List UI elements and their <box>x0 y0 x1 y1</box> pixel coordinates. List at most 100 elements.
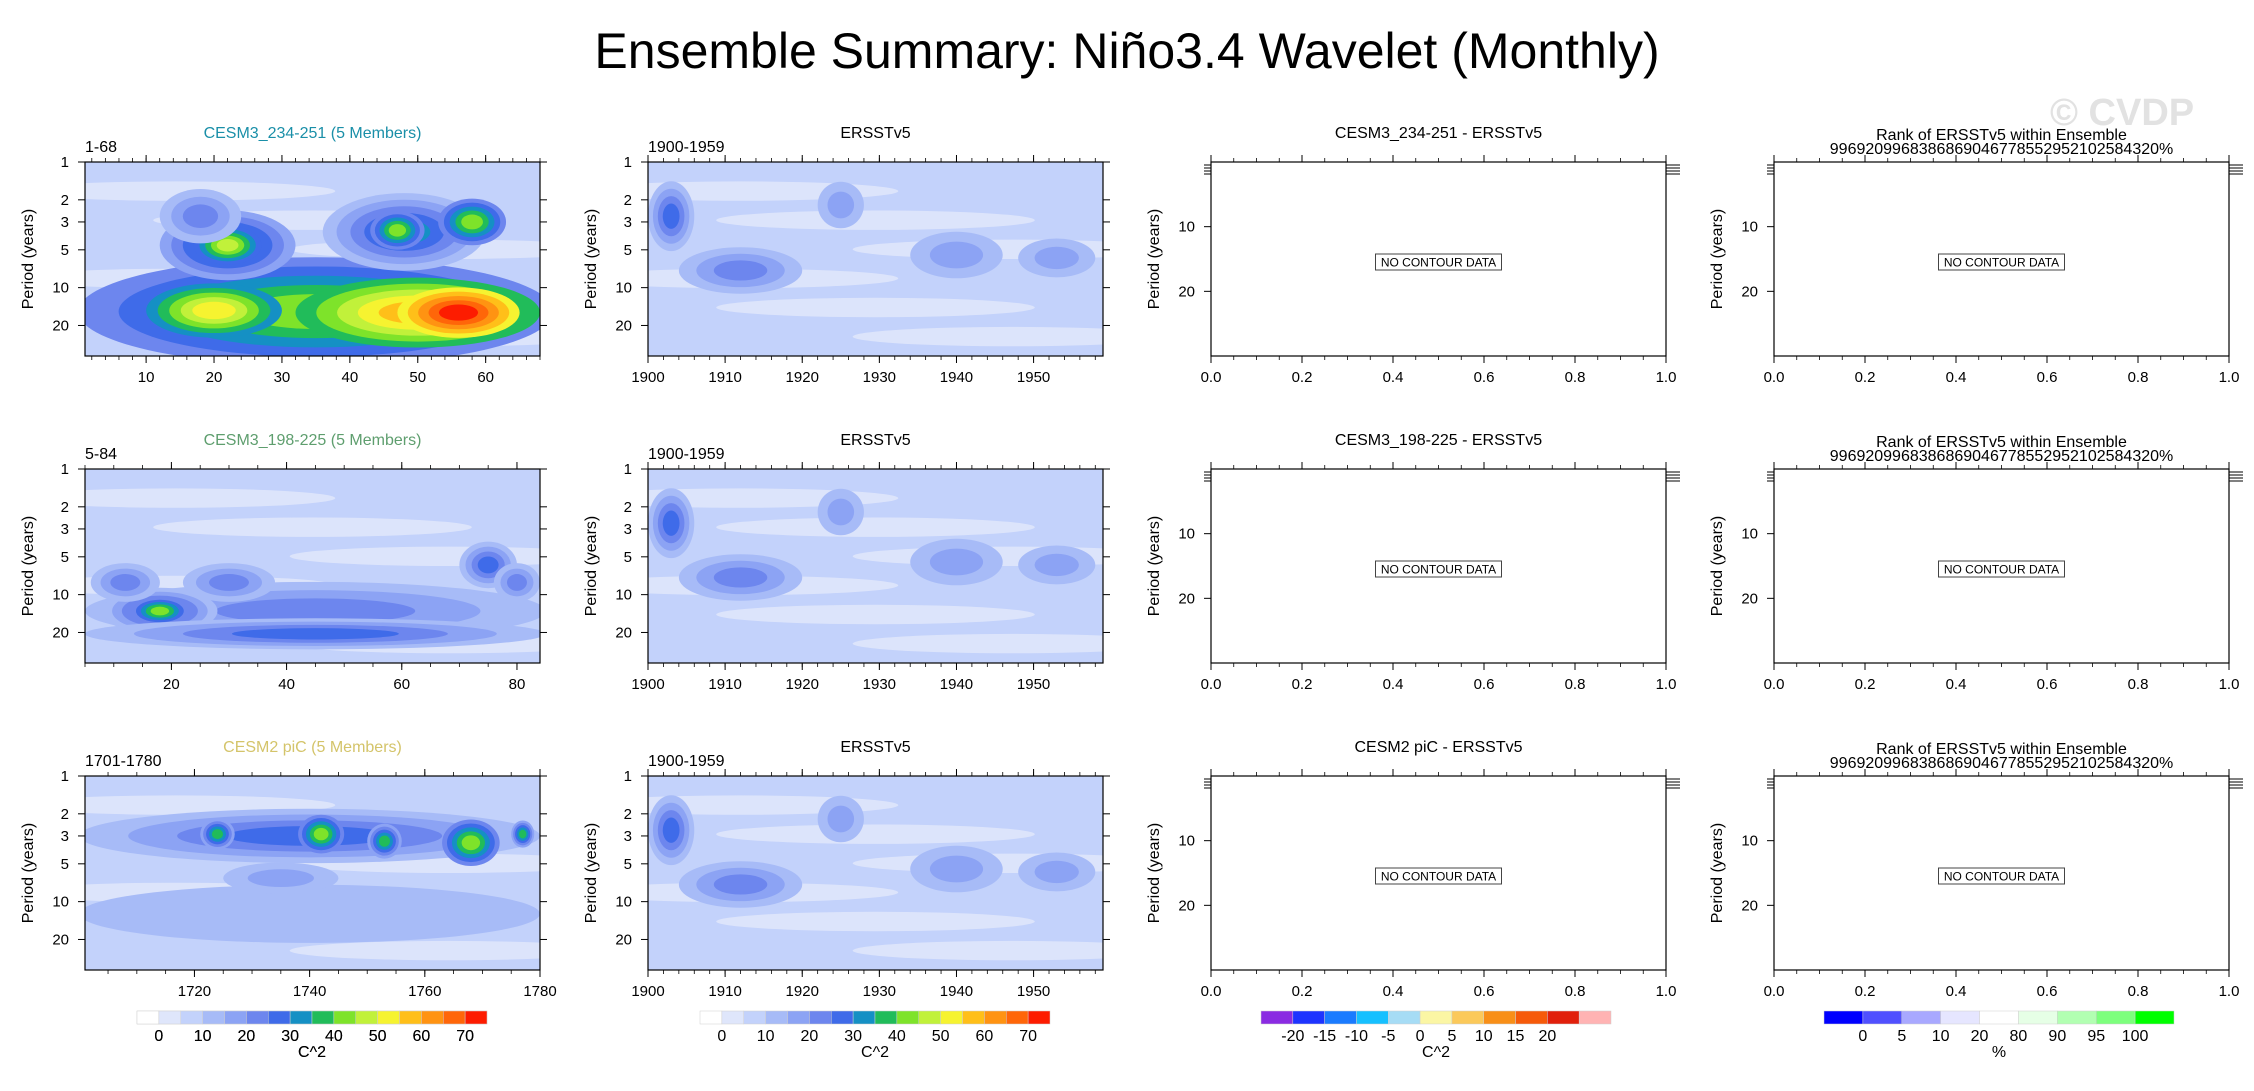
y-axis-label: Period (years) <box>1709 209 1726 309</box>
panel-title: CESM3_234-251 (5 Members) <box>204 125 422 142</box>
colorbar: 0 10 20 30 40 50 60 70 C^2 <box>699 1010 1051 1061</box>
x-tick-label: 1910 <box>708 983 741 1000</box>
x-tick-label: 1920 <box>786 676 819 693</box>
no-data-box <box>1938 253 2065 271</box>
x-tick-label: 0.6 <box>2037 369 2058 386</box>
wavelet-contour <box>209 574 249 591</box>
y-tick-label: 5 <box>61 549 69 566</box>
x-tick-label: 60 <box>477 369 494 386</box>
period-label: 1900-1959 <box>648 753 725 770</box>
wavelet-field <box>85 795 540 961</box>
y-tick-label: 1 <box>624 768 632 785</box>
no-data-label: NO CONTOUR DATA <box>1944 870 2059 884</box>
wavelet-band <box>852 546 1103 566</box>
colorbar-swatch <box>158 1010 181 1025</box>
x-tick-label: 0.8 <box>1565 676 1586 693</box>
wavelet-contour <box>929 548 984 576</box>
y-tick-label: 10 <box>52 587 69 604</box>
x-tick-label: 0.0 <box>1201 676 1222 693</box>
y-tick-label: 20 <box>52 317 69 334</box>
colorbar-swatch <box>874 1010 898 1025</box>
panel-3-1: 1720 1740 1760 1780 1 2 3 5 10 20 Period (years) 17… <box>20 739 557 1061</box>
x-tick-label: 1930 <box>863 983 896 1000</box>
panel-subtitle: 99692099683868690467785529521025843​20% <box>1830 141 2173 158</box>
colorbar-label: 20 <box>800 1028 818 1045</box>
colorbar-swatch <box>1006 1010 1029 1025</box>
panel-3-2: 1900 1910 1920 1930 1940 1950 1 2 3 5 10 20 Period (… <box>583 739 1110 1061</box>
colorbar-swatch <box>852 1010 876 1025</box>
colorbar-label: 30 <box>281 1028 299 1045</box>
colorbar-units: C^2 <box>298 1044 326 1061</box>
colorbar-swatch <box>1324 1010 1357 1025</box>
colorbar-swatch <box>809 1010 832 1025</box>
colorbar-swatch <box>1388 1010 1421 1025</box>
wavelet-band <box>716 297 1035 318</box>
wavelet-contour <box>827 498 855 526</box>
x-tick-label: 1950 <box>1017 369 1050 386</box>
wavelet-contour <box>388 224 407 237</box>
x-tick-label: 0.8 <box>1565 983 1586 1000</box>
y-axis-label: Period (years) <box>1146 516 1163 616</box>
colorbar-label: -5 <box>1381 1028 1395 1045</box>
plot-frame <box>84 468 541 664</box>
colorbar-swatch <box>1027 1010 1051 1025</box>
panel-2-2: 1900 1910 1920 1930 1940 1950 1 2 3 5 10 20 Period (… <box>583 432 1110 693</box>
y-axis-label: Period (years) <box>583 516 600 616</box>
y-tick-label: 2 <box>61 499 69 516</box>
no-data-box <box>1375 253 1502 271</box>
y-tick-label: 20 <box>615 624 632 641</box>
colorbar: 0 10 20 30 40 50 60 70 C^2 <box>136 1010 488 1061</box>
plot-frame <box>84 775 541 971</box>
colorbar-label: 10 <box>194 1028 212 1045</box>
x-tick-label: 1.0 <box>2219 983 2240 1000</box>
y-tick-label: 20 <box>52 931 69 948</box>
wavelet-contour <box>85 884 540 943</box>
colorbar-swatch <box>765 1010 788 1025</box>
x-tick-label: 40 <box>278 676 295 693</box>
colorbar-swatch <box>399 1010 422 1025</box>
x-tick-label: 1.0 <box>2219 369 2240 386</box>
colorbar-swatch <box>246 1010 269 1025</box>
y-tick-label: 5 <box>61 242 69 259</box>
y-tick-label: 10 <box>1178 219 1195 236</box>
y-tick-label: 1 <box>624 154 632 171</box>
y-axis-label: Period (years) <box>1146 823 1163 923</box>
x-tick-label: 20 <box>163 676 180 693</box>
x-tick-label: 1.0 <box>1656 676 1677 693</box>
x-tick-label: 0.0 <box>1764 983 1785 1000</box>
panel-title: CESM3_234-251 - ERSSTv5 <box>1335 125 1542 142</box>
panel-2-1: 20 40 60 80 1 2 3 5 10 20 Period (years) 5-84 CESM3_… <box>20 432 547 693</box>
colorbar-swatch <box>1419 1010 1453 1025</box>
wavelet-contour <box>929 241 984 269</box>
wavelet-contour <box>929 855 984 883</box>
wavelet-band <box>852 239 1103 259</box>
y-tick-label: 1 <box>61 461 69 478</box>
y-tick-label: 10 <box>1741 833 1758 850</box>
wavelet-contour <box>211 829 223 840</box>
wavelet-contour <box>313 827 329 841</box>
no-data-label: NO CONTOUR DATA <box>1381 870 1496 884</box>
panel-1-4: NO CONTOUR DATA 0.0 0.2 0.4 0.6 0.8 1.0 10 20 Per… <box>1709 127 2243 386</box>
colorbar-swatch <box>443 1010 466 1025</box>
colorbar-swatch <box>743 1010 766 1025</box>
wavelet-band <box>85 488 336 508</box>
colorbar-swatch <box>268 1010 291 1025</box>
x-tick-label: 0.6 <box>2037 676 2058 693</box>
colorbar-label: 100 <box>2122 1028 2149 1045</box>
colorbar-label: 15 <box>1507 1028 1525 1045</box>
y-tick-label: 3 <box>624 521 632 538</box>
panel-2-4: NO CONTOUR DATA 0.0 0.2 0.4 0.6 0.8 1.0 10 20 Per… <box>1709 434 2243 693</box>
colorbar-label: 30 <box>844 1028 862 1045</box>
x-tick-label: 1950 <box>1017 983 1050 1000</box>
x-tick-label: 1900 <box>631 676 664 693</box>
wavelet-band <box>289 940 540 961</box>
x-tick-label: 0.2 <box>1292 676 1313 693</box>
x-tick-label: 1920 <box>786 983 819 1000</box>
x-tick-label: 1910 <box>708 676 741 693</box>
colorbar-label: 0 <box>154 1028 163 1045</box>
x-tick-label: 1900 <box>631 983 664 1000</box>
colorbar-swatch <box>464 1010 488 1025</box>
period-label: 5-84 <box>85 446 117 463</box>
x-tick-label: 1940 <box>940 983 973 1000</box>
colorbar-label: 30 <box>281 1028 299 1045</box>
